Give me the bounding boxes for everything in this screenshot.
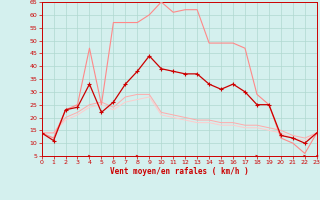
X-axis label: Vent moyen/en rafales ( km/h ): Vent moyen/en rafales ( km/h ): [110, 167, 249, 176]
